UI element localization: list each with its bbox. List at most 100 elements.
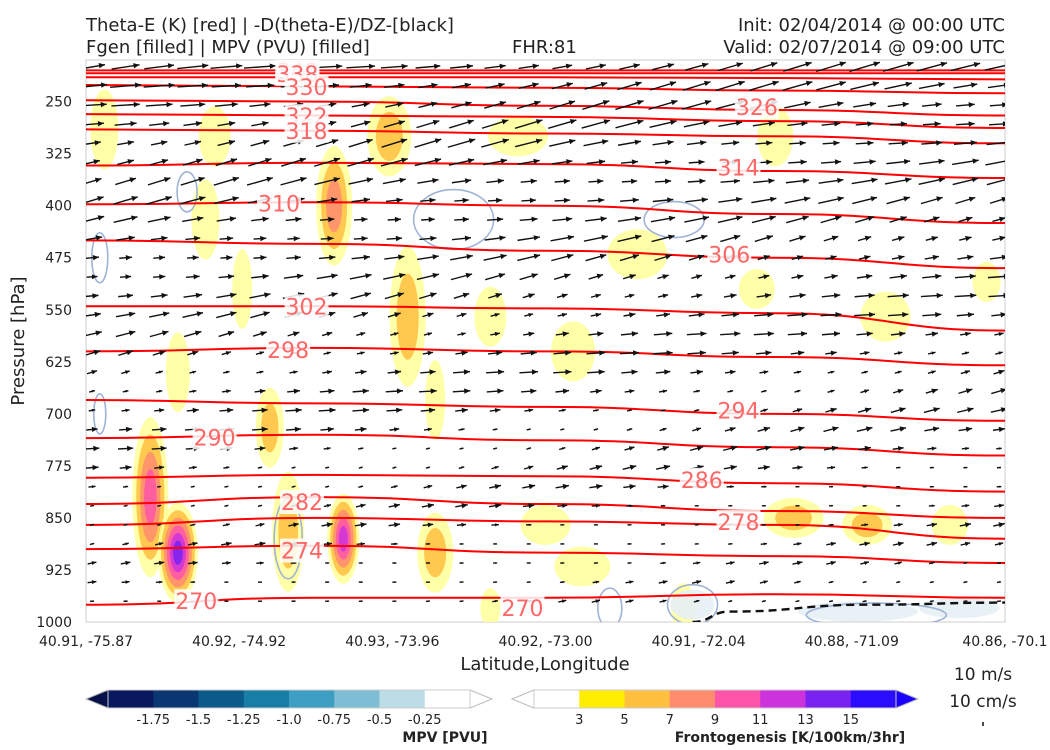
- wind-vector-head-488: [497, 388, 504, 394]
- wind-vector-head-765: [394, 581, 397, 583]
- wind-vector-head-670: [965, 504, 970, 508]
- wind-vector-head-29: [134, 82, 142, 88]
- wind-vector-head-296: [632, 254, 639, 260]
- wind-vector-head-485: [396, 388, 403, 394]
- wind-vector-head-378: [561, 312, 567, 318]
- fgen-blob-7-1: [232, 248, 253, 329]
- wind-vector-head-155: [598, 159, 606, 165]
- wind-vector-head-687: [595, 524, 598, 526]
- wind-vector-head-392: [95, 330, 102, 336]
- wind-vector-head-592: [226, 466, 230, 469]
- wind-vector-head-279: [999, 235, 1005, 242]
- wind-vector-head-140: [93, 159, 100, 165]
- wind-vector-head-783: [998, 581, 1001, 583]
- wind-vector-head-619: [192, 485, 195, 488]
- wind-vector-head-702: [158, 542, 164, 546]
- wind-vector-head-589: [125, 465, 132, 471]
- wind-vector-head-477: [125, 390, 129, 393]
- wind-vector-head-49: [805, 80, 813, 86]
- wind-vector-head-344: [364, 292, 371, 298]
- wind-vector-head-582: [831, 445, 838, 451]
- wind-vector-head-46: [704, 80, 711, 87]
- wind-vector-head-641: [931, 485, 934, 488]
- wind-vector-head-108: [900, 121, 907, 127]
- wind-vector-head-364: [94, 311, 101, 318]
- wind-vector-head-346: [430, 292, 437, 298]
- fgen-blob-17-1: [425, 359, 446, 440]
- wind-vector-head-653: [393, 503, 400, 509]
- wind-vector-head-22: [839, 61, 846, 67]
- wind-vector-head-508: [227, 407, 234, 413]
- wind-vector-head-447: [998, 351, 1003, 355]
- wind-vector-head-472: [897, 370, 902, 374]
- wind-vector-head-595: [326, 466, 330, 469]
- wind-vector-head-226: [164, 215, 171, 222]
- wind-vector-head-147: [333, 157, 341, 163]
- wind-vector-head-88: [228, 121, 236, 127]
- wind-vector-head-362: [970, 292, 977, 299]
- wind-vector-head-720: [763, 542, 767, 546]
- wind-vector-head-289: [398, 254, 405, 260]
- wind-vector-head-420: [93, 349, 101, 355]
- fgen-colorbar-swatch-4: [715, 690, 761, 708]
- wind-vector-head-534: [160, 426, 167, 433]
- wind-vector-head-578: [696, 445, 704, 451]
- wind-vector-head-473: [931, 370, 936, 374]
- wind-vector-head-495: [730, 390, 734, 393]
- wind-vector-head-679: [326, 522, 333, 528]
- wind-vector-head-84: [97, 121, 104, 127]
- wind-vector-head-295: [599, 253, 607, 260]
- wind-vector-head-172: [232, 176, 239, 182]
- wind-vector-head-690: [696, 524, 699, 526]
- wind-vector-head-430: [427, 350, 434, 356]
- wind-vector-head-419: [998, 332, 1004, 337]
- wind-vector-head-429: [394, 351, 399, 356]
- wind-vector-head-749: [796, 560, 803, 566]
- wind-vector-head-719: [730, 543, 733, 545]
- wind-vector-head-777: [797, 580, 801, 584]
- wind-vector-head-685: [528, 523, 532, 527]
- wind-vector-head-576: [628, 446, 635, 451]
- wind-vector-head-312: [227, 274, 235, 280]
- wind-vector-head-627: [461, 484, 467, 489]
- wind-vector-head-421: [126, 350, 133, 356]
- wind-vector-head-32: [234, 82, 241, 89]
- wind-vector-head-316: [365, 273, 372, 279]
- wind-vector-head-638: [831, 485, 833, 488]
- wind-vector-head-80: [902, 101, 909, 108]
- wind-vector-head-45: [669, 81, 677, 87]
- wind-vector-head-552: [763, 426, 770, 432]
- wind-vector-head-784: [92, 600, 94, 603]
- fgen-colorbar-tick-5: 13: [797, 713, 814, 728]
- fgen-colorbar-tick-3: 9: [711, 713, 719, 728]
- wind-vector-head-725: [931, 541, 937, 547]
- wind-vector-head-714: [562, 543, 565, 545]
- wind-vector-head-89: [262, 121, 269, 127]
- isentrope-label-bg-6: [716, 155, 761, 180]
- wind-vector-head-247: [867, 215, 875, 221]
- wind-vector-head-184: [631, 178, 638, 184]
- wind-vector-head-570: [427, 447, 430, 450]
- wind-vector-head-718: [696, 543, 699, 545]
- wind-vector-head-657: [528, 503, 535, 509]
- wind-vector-head-801: [662, 599, 667, 603]
- wind-vector-head-166: [972, 158, 979, 164]
- wind-vector-head-142: [161, 158, 169, 165]
- wind-vector-head-355: [730, 293, 737, 299]
- wind-vector-head-468: [763, 370, 769, 375]
- wind-vector-head-526: [830, 407, 837, 413]
- wind-vector-head-124: [502, 138, 509, 144]
- wind-vector-head-110: [968, 121, 975, 127]
- y-tick-850: 850: [45, 511, 72, 527]
- wind-vector-head-119: [331, 139, 339, 145]
- wind-vector-head-540: [360, 426, 367, 433]
- wind-vector-head-349: [528, 293, 535, 299]
- wind-vector-head-263: [464, 235, 471, 241]
- wind-vector-head-405: [528, 331, 535, 337]
- wind-vector-head-548: [629, 428, 633, 431]
- wind-vector-head-196: [97, 196, 104, 202]
- wind-vector-head-190: [837, 177, 844, 184]
- wind-vector-head-498: [830, 389, 835, 393]
- wind-vector-head-330: [831, 274, 838, 280]
- wind-vector-head-248: [900, 216, 907, 222]
